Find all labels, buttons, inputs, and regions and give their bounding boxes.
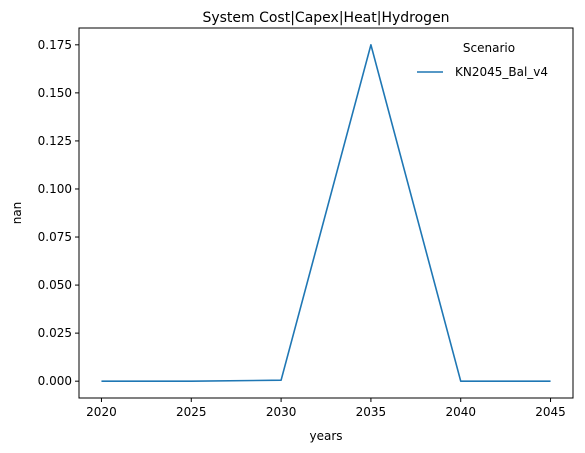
y-tick-label: 0.175 [38,38,72,52]
series-layer [101,44,551,382]
y-axis-label: nan [10,202,24,225]
x-tick-label: 2045 [535,405,566,419]
x-tick-label: 2040 [445,405,476,419]
legend-title: Scenario [463,41,515,55]
y-tick-label: 0.075 [38,230,72,244]
series-line-0 [101,44,551,382]
y-tick-label: 0.100 [38,182,72,196]
x-tick-label: 2025 [176,405,207,419]
chart-title: System Cost|Capex|Heat|Hydrogen [202,10,449,26]
y-axis-ticks: 0.000 0.025 0.050 0.075 0.100 0.125 0.150 0.175 [38,38,79,388]
x-axis-ticks: 2020 2025 2030 2035 2040 2045 [86,398,566,419]
x-tick-label: 2035 [356,405,387,419]
y-tick-label: 0.125 [38,134,72,148]
x-tick-label: 2030 [266,405,297,419]
y-tick-label: 0.150 [38,86,72,100]
plot-frame [78,27,574,399]
y-tick-label: 0.000 [38,374,72,388]
plot-area: 2020 2025 2030 2035 2040 2045 0.000 0.025 0.050… [38,27,574,419]
y-tick-label: 0.025 [38,326,72,340]
legend-entry-label: KN2045_Bal_v4 [455,65,548,79]
y-tick-label: 0.050 [38,278,72,292]
legend: Scenario KN2045_Bal_v4 [417,41,548,79]
x-axis-label: years [309,429,342,443]
x-tick-label: 2020 [86,405,117,419]
legend-entries: KN2045_Bal_v4 [417,65,548,79]
